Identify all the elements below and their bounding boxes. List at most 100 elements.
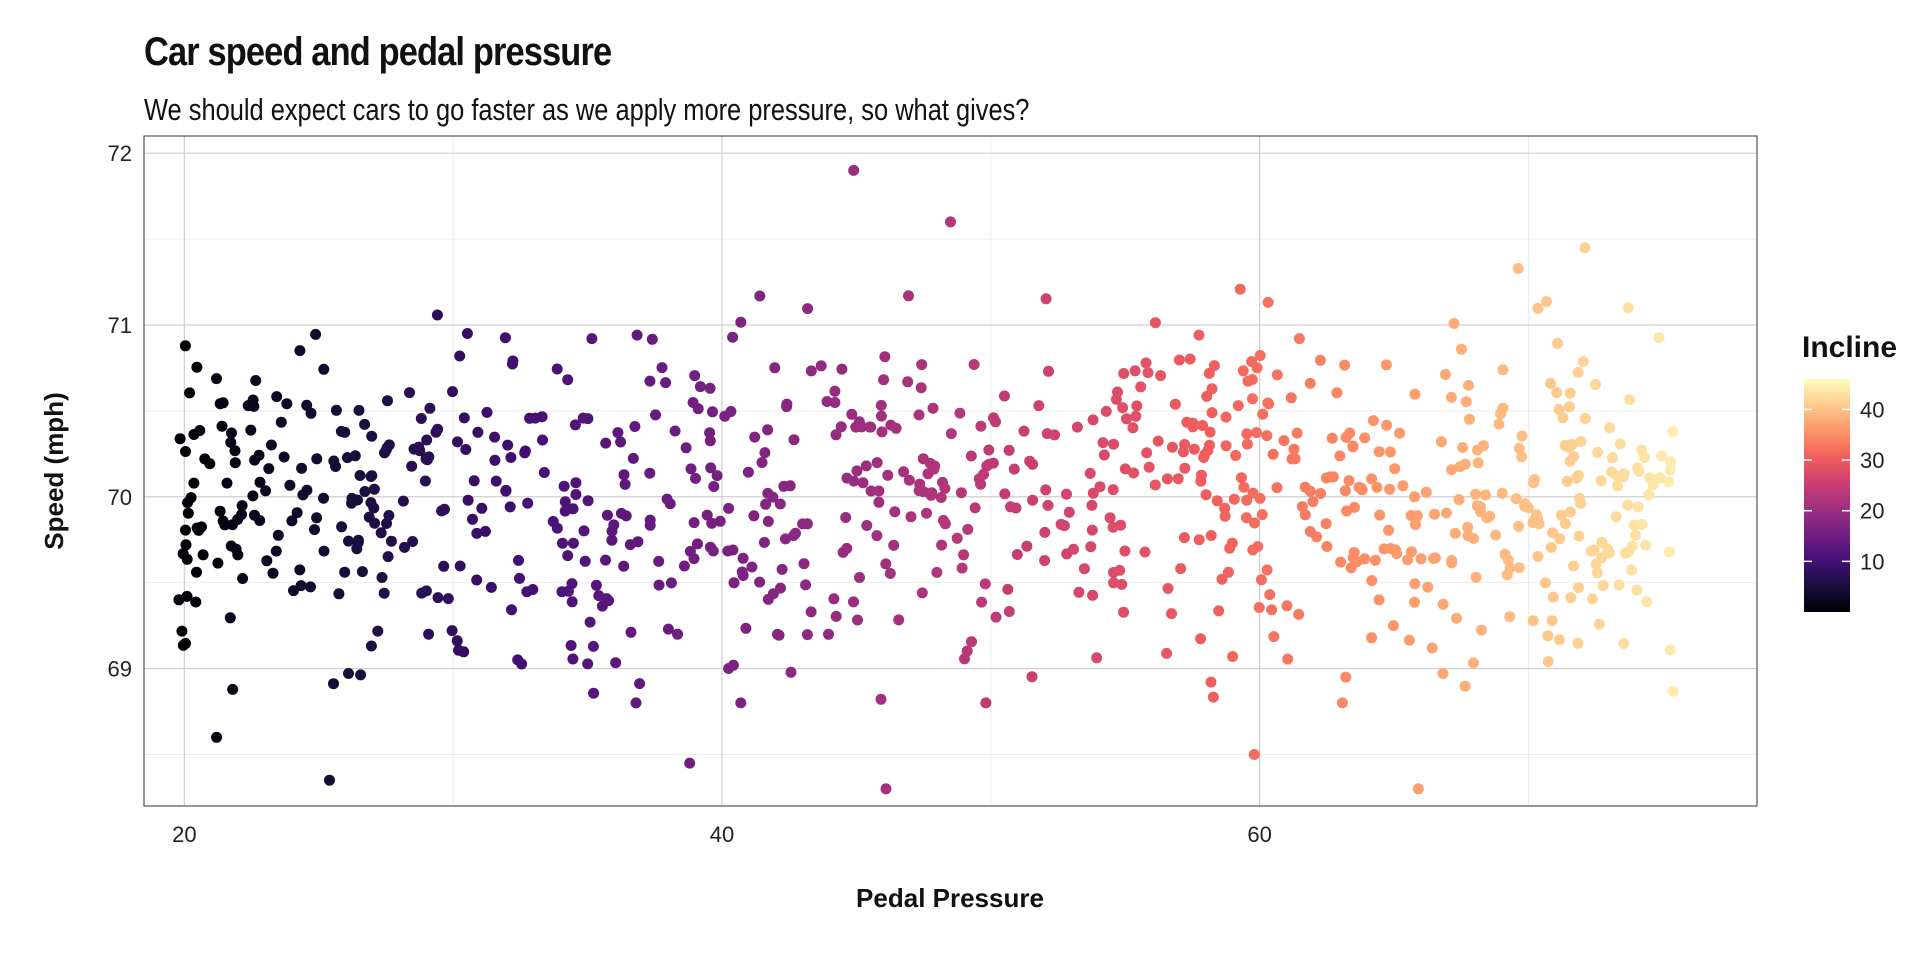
data-point [1557, 412, 1569, 424]
data-point [1381, 419, 1393, 431]
data-point [1334, 450, 1346, 462]
data-point [1205, 530, 1217, 541]
data-point [1307, 496, 1319, 508]
data-point [672, 628, 683, 640]
data-point [1086, 524, 1098, 536]
data-point [1293, 333, 1305, 345]
data-point [562, 550, 574, 562]
data-point [596, 600, 608, 612]
data-point [630, 697, 642, 709]
data-point [778, 480, 790, 492]
data-point [500, 484, 512, 496]
data-point [1261, 564, 1273, 576]
data-point [719, 410, 731, 422]
data-point [1347, 440, 1359, 452]
data-point [188, 477, 200, 489]
data-point [1117, 402, 1129, 414]
data-point [1405, 510, 1417, 521]
data-point [407, 536, 419, 547]
data-point [956, 562, 968, 574]
data-point [1226, 537, 1238, 549]
data-point [1241, 494, 1253, 506]
data-point [1206, 383, 1218, 395]
data-point [707, 406, 718, 418]
data-point [1234, 283, 1246, 295]
data-point [569, 419, 581, 431]
data-point [247, 394, 259, 406]
data-point [184, 387, 196, 399]
data-point [297, 489, 309, 501]
data-point [1108, 567, 1119, 578]
data-point [1546, 615, 1558, 627]
data-point [382, 395, 393, 407]
data-point [1476, 624, 1487, 636]
data-point [962, 523, 974, 535]
data-point [1311, 531, 1323, 543]
x-tick-label: 40 [710, 822, 734, 847]
data-point [1371, 481, 1383, 493]
data-point [788, 434, 800, 446]
data-point [229, 457, 241, 469]
data-point [471, 527, 483, 539]
data-point [618, 469, 630, 481]
data-point [916, 587, 928, 599]
data-point [1195, 633, 1207, 645]
data-point [1561, 475, 1573, 487]
data-point [567, 653, 579, 665]
data-point [1579, 412, 1591, 424]
data-point [1664, 546, 1676, 558]
data-point [746, 561, 758, 573]
data-point [774, 498, 786, 510]
data-point [1612, 480, 1624, 492]
data-point [830, 429, 842, 441]
data-point [999, 488, 1011, 500]
data-point [612, 427, 624, 439]
data-point [1378, 543, 1390, 555]
data-point [876, 426, 888, 438]
data-point [968, 359, 980, 370]
data-point [489, 431, 501, 443]
data-point [885, 419, 897, 431]
data-point [875, 410, 887, 422]
data-point [1104, 512, 1116, 524]
data-point [263, 463, 275, 475]
data-point [1409, 596, 1420, 608]
data-point [1512, 263, 1524, 274]
data-point [513, 554, 524, 566]
data-point [1446, 555, 1458, 566]
chart-title: Car speed and pedal pressure [144, 30, 612, 74]
data-point [889, 506, 901, 518]
data-point [1118, 368, 1130, 379]
data-point [245, 424, 257, 436]
data-point [1130, 410, 1142, 422]
data-point [1241, 438, 1253, 450]
data-point [931, 566, 943, 578]
data-point [1373, 594, 1385, 606]
data-point [1247, 487, 1259, 499]
data-point [507, 358, 518, 370]
data-point [1097, 437, 1109, 449]
data-point [903, 474, 915, 486]
data-point [1251, 362, 1263, 374]
legend-tick-label: 10 [1860, 549, 1884, 574]
data-point [214, 505, 226, 517]
data-point [841, 472, 853, 484]
data-point [815, 360, 827, 372]
data-point [781, 401, 793, 413]
data-point [430, 426, 442, 438]
data-point [423, 628, 435, 640]
data-point [180, 638, 191, 649]
data-point [261, 555, 273, 567]
data-point [888, 539, 900, 551]
data-point [1445, 391, 1457, 403]
data-point [1331, 387, 1343, 399]
data-point [1460, 396, 1472, 408]
data-point [1397, 480, 1409, 492]
data-point [1131, 400, 1143, 412]
data-point [1343, 475, 1355, 487]
data-point [959, 653, 970, 665]
legend-tick-label: 40 [1860, 397, 1884, 422]
data-point [1108, 438, 1120, 450]
data-point [1374, 509, 1386, 521]
